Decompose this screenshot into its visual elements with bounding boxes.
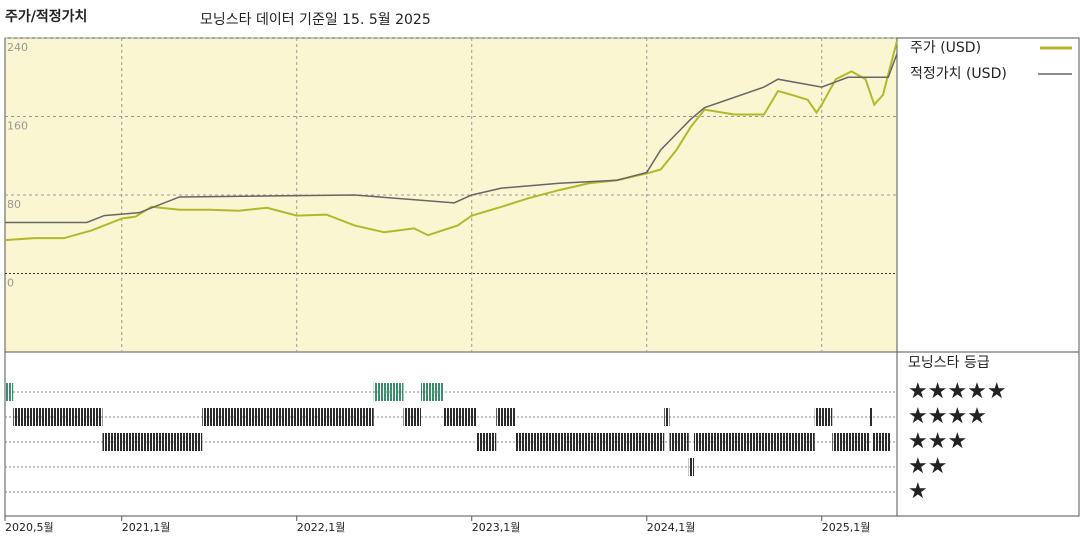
chart-title: 주가/적정가치: [5, 8, 87, 25]
rating-bar: [664, 408, 670, 426]
x-tick-label: 2023,1월: [472, 521, 521, 534]
x-tick-label: 2021,1월: [122, 521, 171, 534]
x-tick-label: 2025,1월: [822, 521, 871, 534]
chart-subtitle: 모닝스타 데이터 기준일 15. 5월 2025: [200, 12, 431, 28]
rating-bar: [202, 408, 374, 426]
y-tick-label: 160: [7, 120, 28, 133]
rating-label: ★: [908, 479, 928, 504]
x-tick-label: 2024,1월: [647, 521, 696, 534]
rating-bar: [814, 408, 833, 426]
rating-bar: [5, 383, 14, 401]
rating-bar: [832, 433, 869, 451]
rating-bar: [476, 433, 497, 451]
rating-label: ★★: [908, 454, 947, 479]
rating-bar: [102, 433, 203, 451]
rating-bar: [443, 408, 477, 426]
y-tick-label: 80: [7, 198, 21, 211]
legend-label: 주가 (USD): [910, 40, 981, 56]
rating-bar: [868, 408, 873, 426]
y-tick-label: 0: [7, 277, 14, 290]
rating-bar: [515, 433, 665, 451]
y-tick-label: 240: [7, 41, 28, 54]
rating-bar: [373, 383, 404, 401]
x-tick-label: 2022,1월: [297, 521, 346, 534]
rating-bar: [688, 458, 694, 476]
rating-bar: [420, 383, 444, 401]
legend-label: 적정가치 (USD): [910, 66, 1007, 82]
rating-title: 모닝스타 등급: [908, 355, 990, 371]
rating-bar: [403, 408, 421, 426]
rating-label: ★★★★★: [908, 379, 1007, 404]
rating-bar: [13, 408, 103, 426]
rating-label: ★★★★: [908, 404, 987, 429]
series-line: [5, 53, 898, 224]
series-line: [4, 40, 898, 242]
rating-bar: [693, 433, 815, 451]
rating-bar: [669, 433, 689, 451]
x-tick-label: 2020,5월: [5, 521, 54, 534]
rating-bar: [496, 408, 516, 426]
rating-label: ★★★: [908, 429, 967, 454]
rating-bar: [872, 433, 890, 451]
